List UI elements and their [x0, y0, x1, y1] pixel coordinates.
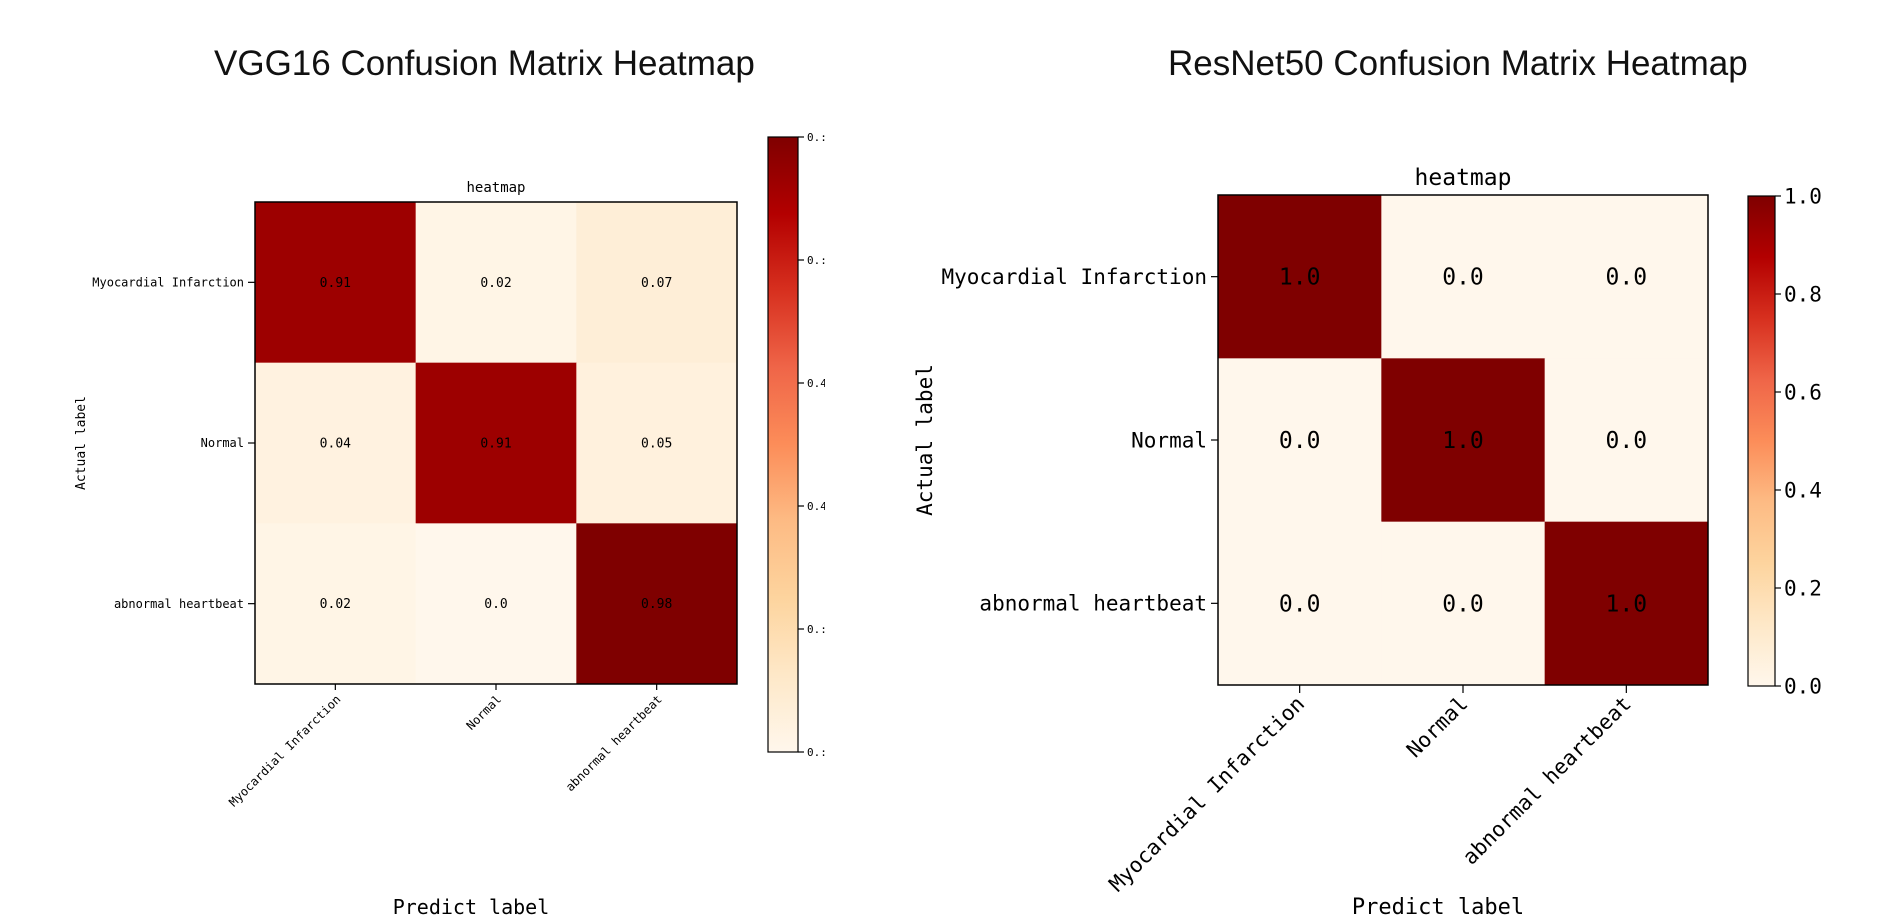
resnet50-heatmap-cell: [1381, 521, 1546, 686]
vgg16-cell-value: 0.0: [484, 597, 507, 612]
resnet50-y-tick-label: Normal: [1131, 428, 1207, 452]
vgg16-heatmap-cell: [415, 523, 577, 685]
resnet50-colorbar-tick-label: 0.2: [1784, 576, 1822, 600]
resnet50-y-tick-label: abnormal heartbeat: [979, 592, 1207, 616]
vgg16-colorbar-tick-label: 0.:: [807, 746, 827, 759]
vgg16-cell-value: 0.07: [641, 276, 672, 291]
vgg16-y-tick-label: Myocardial Infarction: [92, 276, 244, 290]
vgg16-colorbar-tick-label: 0.:: [807, 254, 827, 267]
vgg16-heatmap-cell: [415, 202, 577, 364]
resnet50-x-axis-label: Predict label: [1352, 895, 1524, 920]
vgg16-y-axis-label: Actual label: [74, 396, 89, 490]
resnet50-colorbar-tick-label: 1.0: [1784, 184, 1822, 208]
resnet50-x-tick-label: abnormal heartbeat: [1458, 692, 1636, 870]
vgg16-heatmap-cell: [255, 202, 417, 364]
resnet50-cell-value: 0.0: [1606, 265, 1648, 291]
resnet50-heatmap-cell: [1544, 521, 1709, 686]
vgg16-cell-value: 0.02: [320, 597, 351, 612]
vgg16-heatmap-cell: [255, 523, 417, 685]
vgg16-colorbar-tick-label: 0.4: [807, 377, 827, 390]
vgg16-colorbar-tick-label: 0.:: [807, 131, 827, 144]
resnet50-heatmap-cell: [1544, 358, 1709, 523]
resnet50-colorbar-tick-label: 0.6: [1784, 380, 1822, 404]
vgg16-cell-value: 0.04: [320, 437, 351, 452]
resnet50-chart-title: heatmap: [1415, 165, 1512, 191]
vgg16-x-tick-label: Normal: [464, 692, 505, 733]
resnet50-heatmap-cell: [1218, 195, 1382, 359]
resnet50-y-axis-label: Actual label: [913, 364, 937, 516]
vgg16-x-tick-label: Myocardial Infarction: [226, 692, 343, 809]
resnet50-cell-value: 1.0: [1442, 428, 1484, 454]
resnet50-panel-title: ResNet50 Confusion Matrix Heatmap: [1168, 44, 1748, 83]
vgg16-heatmap-cell: [255, 362, 417, 524]
resnet50-cell-value: 0.0: [1442, 265, 1484, 291]
vgg16-colorbar: [767, 136, 799, 753]
resnet50-colorbar: [1747, 195, 1776, 687]
vgg16-y-tick-label: abnormal heartbeat: [114, 597, 244, 611]
resnet50-colorbar-tick-label: 0.4: [1784, 478, 1822, 502]
vgg16-cell-value: 0.91: [320, 276, 351, 291]
vgg16-panel-title: VGG16 Confusion Matrix Heatmap: [214, 44, 755, 83]
vgg16-heatmap-cell: [415, 362, 577, 524]
resnet50-heatmap-cell: [1218, 521, 1382, 686]
vgg16-heatmap-cell: [576, 362, 738, 524]
resnet50-cell-value: 0.0: [1279, 591, 1321, 617]
resnet50-cell-value: 1.0: [1606, 591, 1648, 617]
vgg16-chart-title: heatmap: [466, 180, 525, 196]
vgg16-colorbar-tick-label: 0.:: [807, 623, 827, 636]
vgg16-cell-value: 0.98: [641, 597, 672, 612]
vgg16-y-tick-label: Normal: [201, 436, 244, 450]
resnet50-x-tick-label: Normal: [1402, 692, 1473, 763]
resnet50-cell-value: 0.0: [1442, 591, 1484, 617]
vgg16-heatmap-cell: [576, 202, 738, 364]
vgg16-colorbar-tick-label: 0.4: [807, 500, 827, 513]
resnet50-cell-value: 1.0: [1279, 265, 1321, 291]
vgg16-cell-value: 0.02: [480, 276, 511, 291]
resnet50-heatmap-cell: [1381, 195, 1546, 359]
vgg16-cell-value: 0.91: [480, 437, 511, 452]
vgg16-x-tick-label: abnormal heartbeat: [563, 692, 665, 794]
resnet50-heatmap-cell: [1381, 358, 1546, 523]
vgg16-heatmap-cell: [576, 523, 738, 685]
resnet50-colorbar-tick-label: 0.0: [1784, 674, 1822, 698]
resnet50-cell-value: 0.0: [1606, 428, 1648, 454]
resnet50-y-tick-label: Myocardial Infarction: [941, 265, 1207, 289]
vgg16-cell-value: 0.05: [641, 437, 672, 452]
resnet50-heatmap-cell: [1544, 195, 1709, 359]
resnet50-x-tick-label: Myocardial Infarction: [1104, 692, 1309, 897]
vgg16-x-axis-label: Predict label: [393, 895, 550, 919]
resnet50-colorbar-tick-label: 0.8: [1784, 282, 1822, 306]
resnet50-heatmap-cell: [1218, 358, 1382, 523]
resnet50-cell-value: 0.0: [1279, 428, 1321, 454]
